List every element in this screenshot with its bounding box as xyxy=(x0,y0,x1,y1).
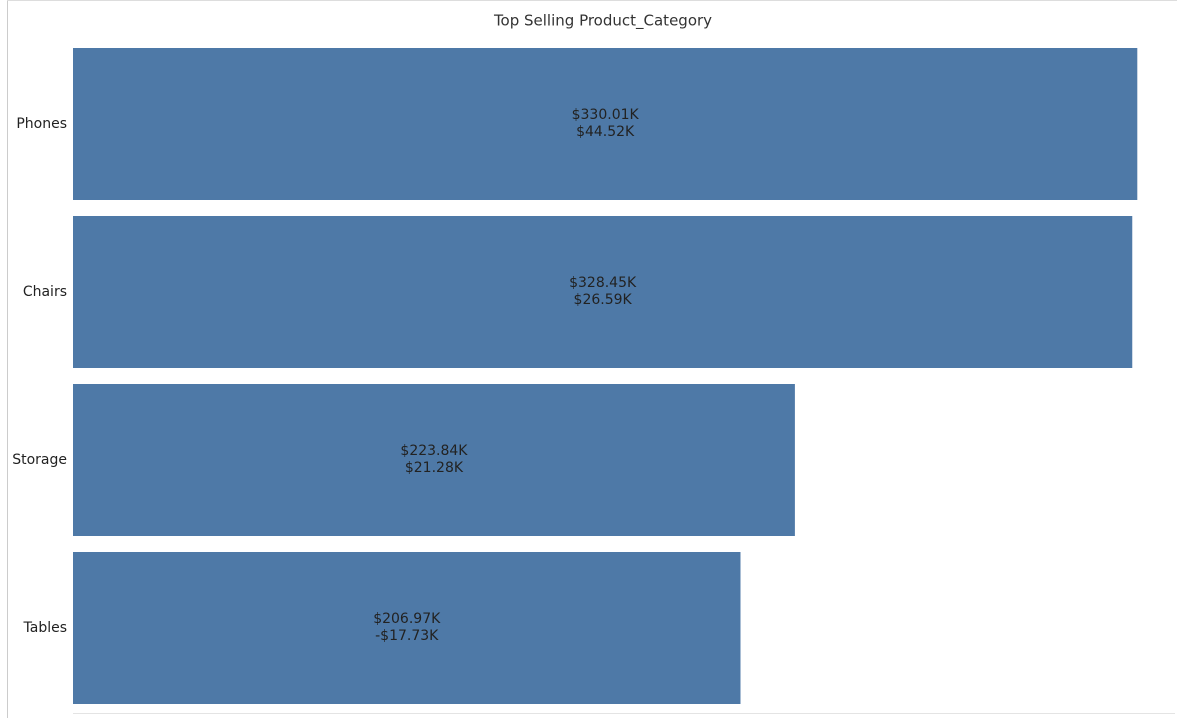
y-tick-label: Tables xyxy=(23,620,68,636)
secondary-value-label: $21.28K xyxy=(405,460,464,476)
y-tick-label: Chairs xyxy=(23,284,67,300)
bar xyxy=(73,552,741,704)
bar xyxy=(73,384,795,536)
bar xyxy=(73,48,1138,200)
value-label: $328.45K xyxy=(569,275,637,291)
secondary-value-label: $26.59K xyxy=(574,292,633,308)
y-tick-label: Storage xyxy=(12,452,67,468)
value-label: $223.84K xyxy=(400,443,468,459)
value-label: $330.01K xyxy=(572,107,640,123)
value-label: $206.97K xyxy=(373,611,441,627)
secondary-value-label: -$17.73K xyxy=(375,628,439,644)
y-tick-label: Phones xyxy=(16,116,67,132)
chart-title: Top Selling Product_Category xyxy=(493,12,712,31)
bar xyxy=(73,216,1133,368)
secondary-value-label: $44.52K xyxy=(576,124,635,140)
